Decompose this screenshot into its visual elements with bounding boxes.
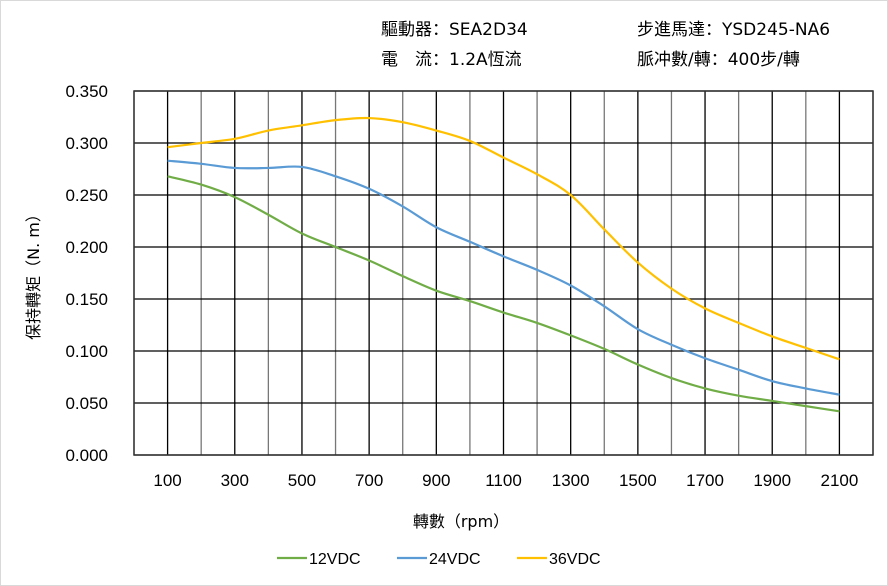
x-tick-label: 100	[153, 471, 181, 490]
legend-label: 12VDC	[309, 551, 361, 568]
x-tick-label: 1100	[485, 471, 522, 490]
x-tick-label: 700	[355, 471, 383, 490]
series-line-36VDC	[167, 116, 840, 361]
current-info: 電 流：1.2A恆流	[381, 50, 522, 70]
x-tick-label: 1700	[686, 471, 724, 490]
y-tick-label: 0.000	[65, 446, 108, 465]
x-tick-label: 2100	[820, 471, 858, 490]
y-tick-label: 0.200	[65, 238, 108, 257]
pulses-info: 脈冲數/轉：400步/轉	[637, 50, 800, 70]
x-tick-label: 500	[288, 471, 316, 490]
x-tick-label: 1900	[753, 471, 791, 490]
x-tick-label: 1500	[619, 471, 657, 490]
legend-label: 24VDC	[429, 551, 481, 568]
x-tick-label: 1300	[552, 471, 590, 490]
y-tick-label: 0.350	[65, 82, 108, 101]
y-tick-label: 0.150	[65, 290, 108, 309]
y-tick-label: 0.050	[65, 394, 108, 413]
y-tick-label: 0.300	[65, 134, 108, 153]
x-axis-label: 轉數（rpm）	[413, 512, 509, 531]
motor-info: 步進馬達：YSD245-NA6	[637, 20, 831, 40]
y-tick-label: 0.250	[65, 186, 108, 205]
legend-label: 36VDC	[549, 551, 601, 568]
series-line-24VDC	[167, 159, 840, 396]
driver-info: 驅動器：SEA2D34	[381, 20, 528, 40]
x-tick-label: 900	[422, 471, 450, 490]
plot-border	[133, 90, 874, 456]
y-axis-label: 保持轉矩（N. m）	[24, 206, 43, 340]
y-tick-label: 0.100	[65, 342, 108, 361]
x-tick-label: 300	[221, 471, 249, 490]
series-line-12VDC	[167, 175, 840, 413]
